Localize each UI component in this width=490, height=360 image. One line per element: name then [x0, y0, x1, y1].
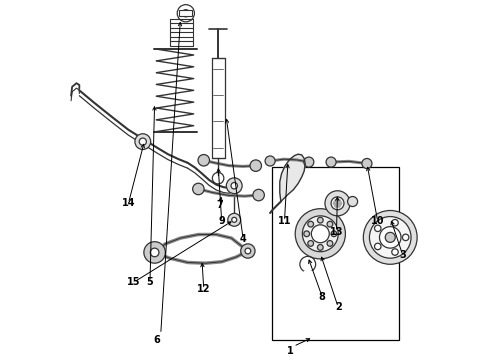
Circle shape — [327, 240, 333, 246]
Text: 9: 9 — [219, 216, 225, 226]
Bar — [179, 10, 192, 16]
Circle shape — [308, 221, 314, 227]
Circle shape — [302, 216, 338, 252]
Circle shape — [245, 248, 251, 254]
Circle shape — [304, 231, 310, 237]
Circle shape — [311, 225, 329, 243]
Circle shape — [374, 225, 381, 231]
Circle shape — [308, 240, 314, 246]
Circle shape — [253, 189, 265, 201]
Circle shape — [318, 217, 323, 223]
Circle shape — [362, 158, 372, 168]
Circle shape — [326, 157, 336, 167]
Text: 2: 2 — [335, 302, 342, 312]
Circle shape — [226, 178, 242, 194]
Circle shape — [193, 183, 204, 195]
Text: 4: 4 — [240, 234, 246, 244]
Text: 1: 1 — [287, 346, 293, 356]
Text: 5: 5 — [147, 277, 153, 287]
Circle shape — [374, 243, 381, 250]
Circle shape — [150, 248, 159, 257]
Circle shape — [318, 244, 323, 250]
Circle shape — [198, 154, 210, 166]
Circle shape — [385, 232, 395, 242]
Polygon shape — [333, 199, 342, 207]
Circle shape — [304, 157, 314, 167]
Text: 10: 10 — [371, 216, 385, 226]
Circle shape — [228, 213, 241, 226]
Circle shape — [347, 197, 358, 207]
Text: 12: 12 — [197, 284, 211, 294]
Text: 3: 3 — [399, 250, 406, 260]
Circle shape — [369, 217, 411, 258]
Text: 11: 11 — [278, 216, 291, 226]
Circle shape — [327, 221, 333, 227]
Text: 6: 6 — [154, 334, 161, 345]
Circle shape — [144, 242, 166, 263]
Circle shape — [139, 138, 147, 145]
Circle shape — [295, 209, 345, 259]
Circle shape — [232, 217, 237, 222]
Circle shape — [402, 234, 409, 240]
Circle shape — [325, 191, 350, 216]
Circle shape — [135, 134, 151, 149]
Circle shape — [331, 231, 337, 237]
Circle shape — [231, 183, 238, 189]
Text: 7: 7 — [217, 200, 223, 210]
Text: 13: 13 — [330, 227, 343, 237]
Polygon shape — [280, 154, 305, 202]
Bar — [272, 167, 399, 339]
Circle shape — [331, 197, 344, 210]
Text: 15: 15 — [127, 277, 141, 287]
Circle shape — [392, 220, 398, 226]
Text: 14: 14 — [122, 198, 135, 208]
Circle shape — [364, 211, 417, 264]
Circle shape — [392, 249, 398, 255]
Text: 8: 8 — [318, 292, 325, 302]
Circle shape — [250, 160, 262, 171]
Circle shape — [265, 156, 275, 166]
Circle shape — [379, 226, 401, 248]
Circle shape — [241, 244, 255, 258]
